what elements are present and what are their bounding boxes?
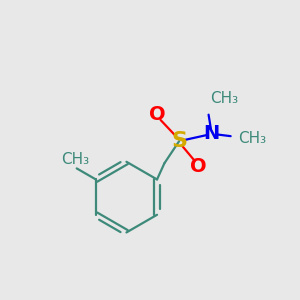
Text: CH₃: CH₃	[61, 152, 89, 167]
Text: CH₃: CH₃	[210, 91, 238, 106]
Text: N: N	[203, 124, 220, 143]
Text: CH₃: CH₃	[238, 131, 266, 146]
Text: S: S	[171, 131, 187, 151]
Text: O: O	[149, 105, 165, 124]
Text: O: O	[190, 157, 207, 176]
